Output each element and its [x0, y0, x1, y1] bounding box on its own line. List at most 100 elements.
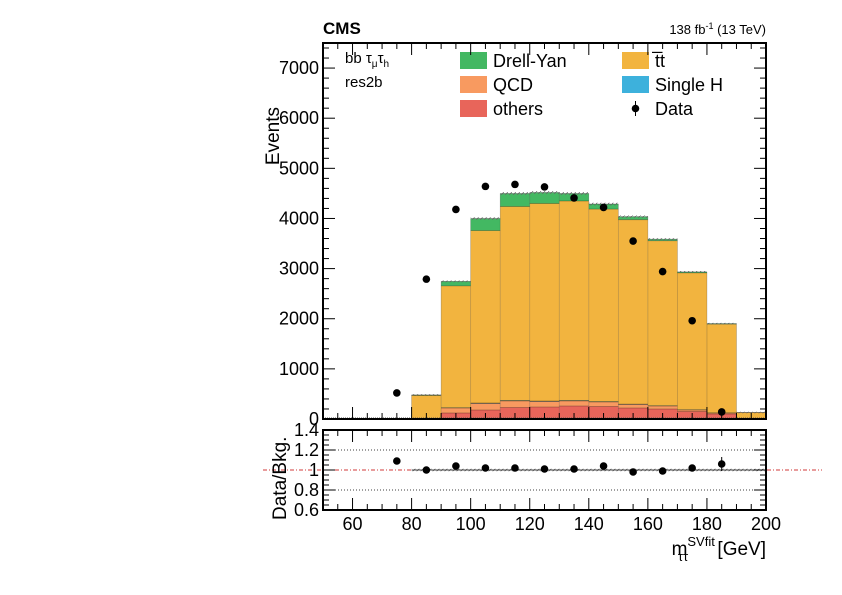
bar-drellyan	[441, 281, 471, 286]
experiment-label: CMS	[323, 19, 361, 38]
bar-others	[588, 406, 619, 419]
y-axis-title: Events	[263, 107, 284, 165]
uncertainty-band	[647, 238, 678, 241]
ratio-point	[570, 465, 578, 473]
bar-tt	[470, 230, 501, 404]
category-prefix: bb	[345, 50, 366, 67]
bar-tt	[411, 395, 442, 419]
x-tick-label: 200	[751, 514, 781, 534]
main-stack-bars	[411, 192, 767, 419]
bar-others	[529, 406, 560, 419]
x-tick-label: 80	[402, 514, 422, 534]
bar-qcd	[529, 401, 560, 407]
x-tick-label: 180	[692, 514, 722, 534]
bar-qcd	[441, 407, 471, 413]
bar-tt	[529, 203, 560, 402]
y-tick-label: 5000	[279, 158, 319, 178]
data-point	[452, 205, 460, 214]
bar-qcd	[647, 405, 678, 409]
uncertainty-band	[559, 192, 589, 195]
bar-qcd	[677, 409, 707, 412]
main-axes: 0 1000 2000 3000 4000 5000 6000 7000	[279, 42, 767, 429]
ratio-y-tick-label: 1	[309, 460, 319, 480]
data-point	[570, 194, 578, 202]
uncertainty-band	[441, 280, 471, 283]
bar-drellyan	[618, 216, 648, 220]
legend-swatch-others	[460, 100, 487, 117]
ratio-point	[511, 464, 519, 472]
lumi-value: 138 fb	[669, 22, 705, 37]
x-tick-label: 100	[456, 514, 486, 534]
uncertainty-band	[618, 215, 648, 218]
data-point	[688, 316, 696, 325]
bar-tt	[618, 219, 648, 405]
legend-label-singleh: Single H	[655, 75, 723, 95]
y-tick-label: 7000	[279, 58, 319, 78]
ratio-point	[481, 464, 490, 472]
bar-tt	[559, 201, 589, 401]
legend-label-data: Data	[655, 99, 694, 119]
uncertainty-band	[677, 271, 707, 273]
bar-qcd	[500, 400, 530, 408]
ratio-point	[658, 467, 667, 475]
ratio-axes: 0.60.811.21.4 60 80 100 120 140 160 180 200	[294, 420, 781, 534]
bar-tt	[706, 324, 737, 413]
ratio-point	[629, 468, 637, 476]
data-point	[599, 203, 608, 212]
bar-qcd	[618, 404, 648, 408]
legend-swatch-qcd	[460, 76, 487, 93]
ratio-point	[422, 466, 431, 474]
y-tick-label: 6000	[279, 108, 319, 128]
uncertainty-band	[736, 411, 766, 414]
ratio-point	[393, 457, 401, 465]
bar-tt	[677, 272, 707, 410]
lumi-label: 138 fb-1 (13 TeV)	[669, 21, 766, 37]
ratio-y-tick-label: 0.6	[294, 500, 319, 520]
data-point	[393, 389, 401, 397]
x-tick-label: 120	[515, 514, 545, 534]
uncertainty-band	[500, 192, 530, 195]
legend-swatch-tt	[622, 52, 649, 69]
bar-drellyan	[500, 193, 530, 207]
bar-tt	[500, 206, 530, 401]
uncertainty-band	[470, 217, 501, 220]
ratio-data-points	[393, 457, 726, 476]
category-tau1: τ	[366, 50, 372, 67]
bar-qcd	[470, 403, 501, 410]
uncertainty-band	[706, 322, 737, 325]
x-axis-main: m	[672, 539, 688, 560]
data-point	[658, 267, 667, 276]
ratio-point	[599, 462, 608, 470]
x-axis-sub: ττ	[678, 549, 689, 564]
y-tick-label: 3000	[279, 259, 319, 279]
data-point	[717, 408, 726, 416]
y-tick-label: 4000	[279, 208, 319, 228]
category-tau2-sub: h	[384, 59, 390, 70]
ratio-point	[688, 464, 696, 472]
x-axis-title: mSVfit ττ [GeV]	[672, 534, 766, 564]
data-point	[422, 275, 431, 283]
legend-label-others: others	[493, 99, 543, 119]
uncertainty-band	[411, 394, 442, 396]
uncertainty-band	[529, 191, 560, 194]
legend: Drell-Yan t̅t QCD Single H others Data	[460, 51, 723, 119]
x-tick-label: 140	[574, 514, 604, 534]
y-tick-label: 2000	[279, 309, 319, 329]
legend-label-tt: t̅t	[651, 51, 665, 71]
ratio-point	[717, 460, 726, 468]
ratio-y-tick-label: 1.4	[294, 420, 319, 440]
category-tau1-sub: μ	[372, 59, 378, 70]
ratio-point	[540, 465, 549, 473]
data-point	[511, 180, 519, 189]
legend-swatch-drellyan	[460, 52, 487, 69]
bar-tt	[588, 209, 619, 402]
x-axis-sup: SVfit	[687, 534, 715, 549]
bar-drellyan	[470, 218, 501, 231]
ratio-point	[452, 462, 460, 470]
ratio-y-axis-title: Data/Bkg.	[270, 437, 291, 520]
legend-swatch-singleh	[622, 76, 649, 93]
legend-label-qcd: QCD	[493, 75, 533, 95]
lumi-energy: (13 TeV)	[713, 22, 766, 37]
bar-drellyan	[529, 192, 560, 204]
